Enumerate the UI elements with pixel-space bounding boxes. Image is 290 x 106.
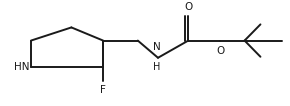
Text: F: F <box>100 85 106 95</box>
Text: O: O <box>184 2 193 12</box>
Text: O: O <box>216 46 224 56</box>
Text: HN: HN <box>14 62 30 72</box>
Text: H: H <box>153 62 160 72</box>
Text: N: N <box>153 42 160 52</box>
